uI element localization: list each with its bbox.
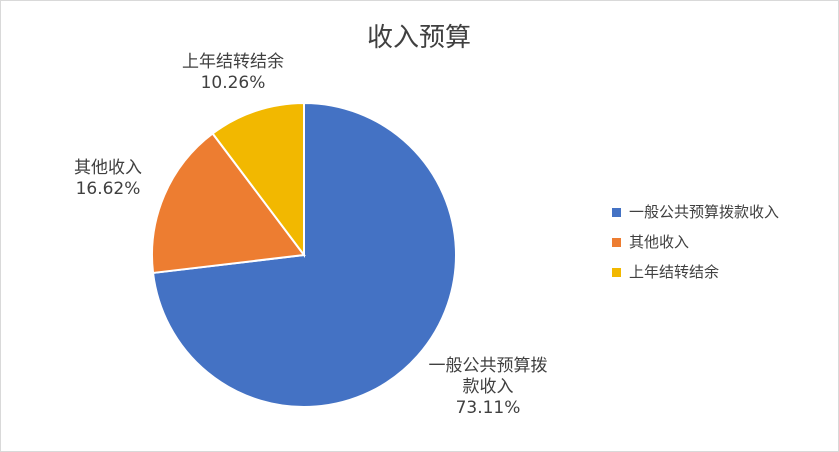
slice-percent-label: 73.11% xyxy=(456,398,521,418)
pie-slice xyxy=(151,132,306,275)
pie-slices xyxy=(151,101,457,408)
slice-percent-label: 16.62% xyxy=(76,179,141,199)
chart-title: 收入预算 xyxy=(367,23,471,53)
legend-swatch xyxy=(612,238,621,247)
slice-name-label: 上年结转结余 xyxy=(182,52,284,72)
pie-slice xyxy=(211,101,305,258)
legend-label: 一般公共预算拨款收入 xyxy=(629,203,779,221)
slice-percent-label: 10.26% xyxy=(201,73,266,93)
legend-label: 上年结转结余 xyxy=(629,263,719,281)
legend-label: 其他收入 xyxy=(629,233,689,251)
slice-name-label: 款收入 xyxy=(463,377,514,397)
legend-swatch xyxy=(612,268,621,277)
legend-swatch xyxy=(612,208,621,217)
slice-name-label: 其他收入 xyxy=(74,158,142,178)
slice-name-label: 一般公共预算拨 xyxy=(429,356,548,376)
